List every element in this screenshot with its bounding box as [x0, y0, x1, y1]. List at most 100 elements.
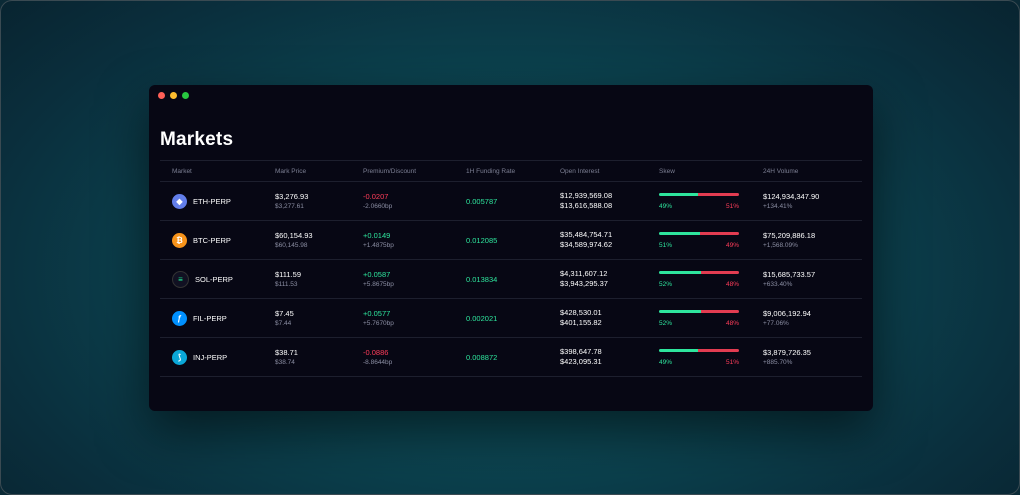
skew-indicator: 52% 48%: [659, 309, 739, 327]
app-window: Markets Market Mark Price Premium/Discou…: [149, 85, 873, 411]
skew-cell: 52% 48%: [659, 309, 763, 327]
skew-short-fill: [698, 192, 739, 196]
premium-value: +0.0587: [363, 270, 391, 279]
table-row[interactable]: ≡ SOL-PERP $111.59 $111.53 +0.0587 +5.86…: [160, 260, 862, 299]
skew-short-fill: [700, 309, 739, 313]
market-cell: ◆ ETH-PERP: [160, 193, 275, 209]
market-cell: ≡ SOL-PERP: [160, 270, 275, 288]
open-interest-long: $4,311,607.12: [560, 269, 608, 278]
funding-rate: 0.012085: [466, 235, 498, 245]
volume-cell: $15,685,733.57 +633.40%: [763, 270, 862, 288]
skew-long-fill: [659, 231, 700, 235]
market-name[interactable]: SOL-PERP: [195, 274, 233, 284]
premium-value: +0.0577: [363, 309, 391, 318]
skew-short-label: 48%: [725, 280, 739, 288]
premium-value: -0.0207: [363, 192, 389, 201]
volume-change: +1,568.09%: [763, 242, 798, 249]
mark-price-cell: $60,154.93 $60,145.98: [275, 231, 363, 249]
premium-bp: -2.0660bp: [363, 203, 393, 210]
premium-bp: +5.8675bp: [363, 281, 394, 288]
header-market[interactable]: Market: [172, 167, 192, 175]
header-funding-rate[interactable]: 1H Funding Rate: [466, 167, 516, 175]
premium-bp: +5.7670bp: [363, 320, 394, 327]
open-interest-cell: $35,484,754.71 $34,589,974.62: [560, 230, 659, 250]
open-interest-cell: $4,311,607.12 $3,943,295.37: [560, 269, 659, 289]
open-interest-long: $398,647.78: [560, 347, 602, 356]
index-price: $38.74: [275, 359, 295, 366]
volume-change: +633.40%: [763, 281, 793, 288]
header-24h-volume[interactable]: 24H Volume: [763, 167, 799, 175]
funding-rate: 0.013834: [466, 274, 498, 284]
premium-value: -0.0886: [363, 348, 389, 357]
skew-bar: [659, 231, 739, 235]
filecoin-icon: ƒ: [172, 310, 187, 326]
mark-price: $38.71: [275, 348, 298, 357]
open-interest-cell: $398,647.78 $423,095.31: [560, 347, 659, 367]
funding-cell: 0.008872: [466, 353, 560, 362]
skew-short-fill: [700, 270, 739, 274]
skew-bar: [659, 309, 739, 313]
market-cell: ₿ BTC-PERP: [160, 232, 275, 248]
volume-value: $75,209,886.18: [763, 231, 816, 240]
volume-change: +134.41%: [763, 203, 793, 210]
index-price: $3,277.61: [275, 203, 304, 210]
table-row[interactable]: ◆ ETH-PERP $3,276.93 $3,277.61 -0.0207 -…: [160, 182, 862, 221]
open-interest-long: $12,939,569.08: [560, 191, 613, 200]
market-name[interactable]: FIL-PERP: [193, 313, 227, 323]
volume-value: $124,934,347.90: [763, 192, 820, 201]
volume-cell: $9,006,192.94 +77.06%: [763, 309, 862, 327]
open-interest-short: $401,155.82: [560, 318, 602, 327]
skew-cell: 49% 51%: [659, 192, 763, 210]
skew-bar: [659, 348, 739, 352]
table-row[interactable]: ƒ FIL-PERP $7.45 $7.44 +0.0577 +5.7670bp…: [160, 299, 862, 338]
index-price: $60,145.98: [275, 242, 308, 249]
skew-long-label: 49%: [659, 358, 673, 366]
header-open-interest[interactable]: Open Interest: [560, 167, 600, 175]
skew-long-label: 51%: [659, 241, 673, 249]
skew-long-label: 52%: [659, 280, 673, 288]
header-mark-price[interactable]: Mark Price: [275, 167, 307, 175]
premium-bp: -8.8644bp: [363, 359, 393, 366]
page-title: Markets: [160, 129, 234, 150]
market-cell: ƒ FIL-PERP: [160, 310, 275, 326]
skew-long-fill: [659, 192, 699, 196]
window-controls: [158, 92, 189, 99]
funding-cell: 0.002021: [466, 314, 560, 323]
volume-change: +885.70%: [763, 359, 793, 366]
close-window-button[interactable]: [158, 92, 165, 99]
markets-table: Market Mark Price Premium/Discount 1H Fu…: [160, 160, 862, 377]
skew-indicator: 49% 51%: [659, 192, 739, 210]
funding-rate: 0.008872: [466, 352, 498, 362]
index-price: $111.53: [275, 281, 298, 288]
bitcoin-icon: ₿: [172, 232, 187, 248]
ethereum-icon: ◆: [172, 193, 187, 209]
table-row[interactable]: ⟆ INJ-PERP $38.71 $38.74 -0.0886 -8.8644…: [160, 338, 862, 377]
market-name[interactable]: INJ-PERP: [193, 352, 228, 362]
volume-value: $15,685,733.57: [763, 270, 816, 279]
open-interest-short: $3,943,295.37: [560, 279, 608, 288]
premium-bp: +1.4875bp: [363, 242, 394, 249]
header-premium-discount[interactable]: Premium/Discount: [363, 167, 417, 175]
mark-price: $3,276.93: [275, 192, 309, 201]
minimize-window-button[interactable]: [170, 92, 177, 99]
mark-price-cell: $38.71 $38.74: [275, 348, 363, 366]
funding-cell: 0.013834: [466, 275, 560, 284]
maximize-window-button[interactable]: [182, 92, 189, 99]
premium-cell: -0.0886 -8.8644bp: [363, 348, 466, 366]
premium-cell: +0.0577 +5.7670bp: [363, 309, 466, 327]
premium-value: +0.0149: [363, 231, 391, 240]
market-name[interactable]: BTC-PERP: [193, 235, 231, 245]
market-name[interactable]: ETH-PERP: [193, 196, 231, 206]
header-skew[interactable]: Skew: [659, 167, 675, 175]
skew-short-label: 48%: [725, 319, 739, 327]
solana-icon: ≡: [172, 270, 189, 288]
table-row[interactable]: ₿ BTC-PERP $60,154.93 $60,145.98 +0.0149…: [160, 221, 862, 260]
open-interest-long: $428,530.01: [560, 308, 602, 317]
skew-short-label: 51%: [725, 202, 739, 210]
skew-indicator: 51% 49%: [659, 231, 739, 249]
skew-long-label: 52%: [659, 319, 673, 327]
open-interest-short: $13,616,588.08: [560, 201, 613, 210]
skew-bar: [659, 192, 739, 196]
premium-cell: +0.0149 +1.4875bp: [363, 231, 466, 249]
volume-cell: $124,934,347.90 +134.41%: [763, 192, 862, 210]
